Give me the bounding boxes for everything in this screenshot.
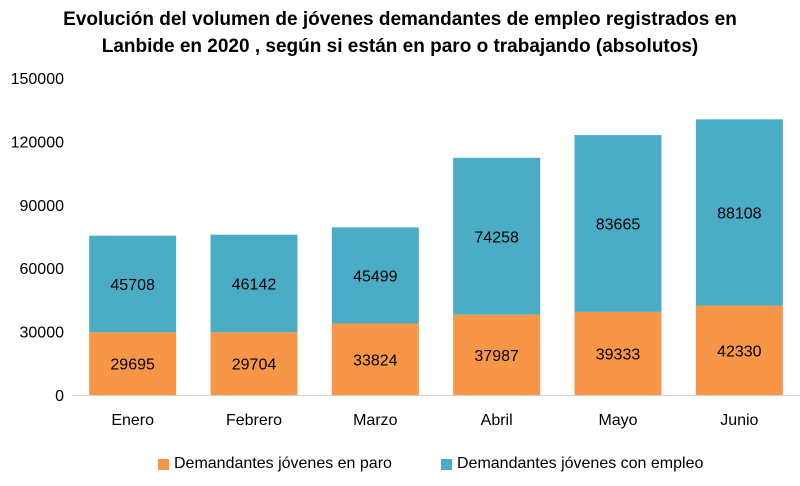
chart-title-line-1: Evolución del volumen de jóvenes demanda… — [63, 9, 737, 30]
legend-swatch — [158, 458, 169, 470]
x-tick-label: Mayo — [598, 412, 637, 429]
bar-segment — [210, 234, 298, 333]
bar-segment — [210, 332, 298, 395]
x-tick-label: Marzo — [353, 412, 398, 429]
data-label: 42330 — [717, 343, 762, 360]
data-label: 33824 — [353, 352, 398, 369]
data-label: 29695 — [110, 357, 155, 374]
bar-segment — [89, 332, 177, 395]
legend-item: Demandantes jóvenes en paro — [158, 455, 392, 473]
data-label: 46142 — [232, 276, 277, 293]
y-tick-label: 90000 — [20, 198, 65, 215]
y-tick-label: 120000 — [11, 134, 64, 151]
x-tick-label: Abril — [481, 412, 513, 429]
chart-title: Evolución del volumen de jóvenes demanda… — [0, 6, 800, 60]
data-label: 29704 — [232, 357, 277, 374]
chart-title-line-2: Lanbide en 2020 , según si están en paro… — [101, 36, 699, 57]
y-tick-label: 0 — [55, 388, 64, 405]
y-tick-label: 60000 — [20, 261, 65, 278]
legend: Demandantes jóvenes en paro Demandantes j… — [0, 455, 800, 477]
bar-segment — [695, 119, 783, 306]
bar-segment — [574, 311, 662, 395]
bar-segment — [331, 227, 419, 324]
data-label: 88108 — [717, 205, 762, 222]
legend-label: Demandantes jóvenes con empleo — [457, 455, 704, 472]
x-tick-label: Junio — [720, 412, 758, 429]
data-label: 74258 — [474, 229, 519, 246]
x-axis: Enero Febrero Marzo Abril Mayo Junio — [72, 395, 800, 429]
bar-segment — [89, 235, 177, 333]
bars: 29695 45708 29704 46142 33824 45499 37987 74258… — [89, 119, 783, 395]
bar-segment — [453, 314, 541, 395]
y-tick-label: 30000 — [20, 325, 65, 342]
legend-item: Demandantes jóvenes con empleo — [441, 455, 703, 473]
bar-segment — [695, 305, 783, 395]
bar-segment — [574, 135, 662, 312]
y-tick-label: 150000 — [11, 71, 64, 88]
x-tick-label: Febrero — [226, 412, 282, 429]
y-axis: 0 30000 60000 90000 120000 150000 — [11, 71, 64, 405]
data-label: 37987 — [474, 348, 519, 365]
data-label: 83665 — [596, 216, 641, 233]
data-label: 45708 — [110, 277, 155, 294]
x-tick-label: Enero — [111, 412, 154, 429]
legend-label: Demandantes jóvenes en paro — [174, 455, 392, 472]
bar-segment — [453, 157, 541, 315]
data-label: 39333 — [596, 346, 641, 363]
legend-swatch — [441, 458, 452, 470]
data-label: 45499 — [353, 268, 398, 285]
bar-segment — [331, 323, 419, 395]
